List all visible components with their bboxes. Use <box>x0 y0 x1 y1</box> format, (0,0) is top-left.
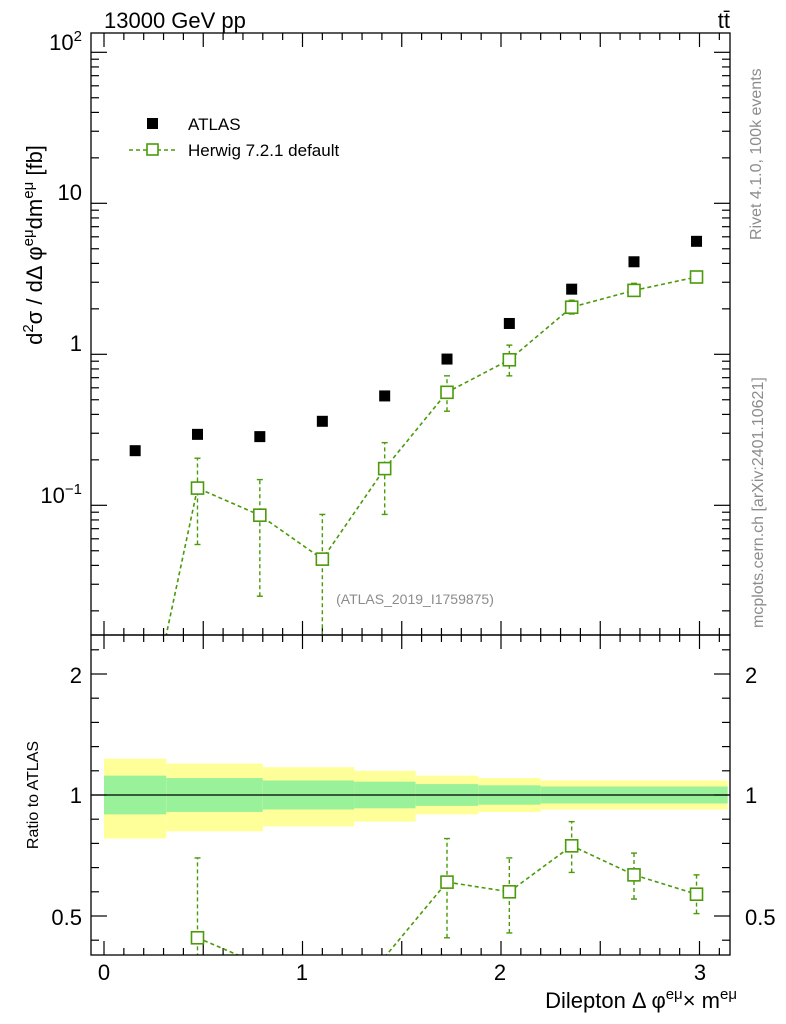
atlas-marker-3 <box>316 415 328 427</box>
energy-label: 13000 GeV pp <box>104 8 246 33</box>
main-mc-marker-3 <box>315 552 330 566</box>
legend-herwig-label: Herwig 7.2.1 default <box>188 141 339 160</box>
legend-atlas-marker <box>147 118 158 129</box>
main-mc-clipped <box>165 270 704 635</box>
atlas-marker-6 <box>503 317 515 329</box>
atlas-marker-1 <box>191 428 203 440</box>
analysis-label: (ATLAS_2019_I1759875) <box>336 591 494 607</box>
ratio-y-axis-label: Ratio to ATLAS <box>25 741 42 849</box>
x-tick-label-2: 2 <box>494 960 506 985</box>
ratio-tick-labels: 0.5 1 2 0.5 1 2 0 1 2 3 <box>51 663 775 985</box>
process-label: tt̄ <box>718 8 730 33</box>
atlas-marker-4 <box>379 390 391 402</box>
main-mc-marker-9 <box>689 270 704 284</box>
atlas-marker-2 <box>254 431 266 443</box>
main-frame <box>90 32 731 636</box>
mcplots-label: mcplots.cern.ch [arXiv:2401.10621] <box>750 377 767 628</box>
main-y-tick-label-3: 102 <box>49 28 82 55</box>
ratio-mc-marker-7 <box>627 868 641 882</box>
main-mc-series <box>165 270 704 635</box>
x-axis-label: Dilepton Δ φeμ× meμ <box>545 986 737 1013</box>
ratio-mc-marker-8 <box>689 887 704 902</box>
ratio-mc-series <box>190 820 704 955</box>
ratio-mc-marker-0 <box>190 930 205 945</box>
main-mc-marker-2 <box>253 508 267 522</box>
x-tick-label-3: 3 <box>694 960 706 985</box>
atlas-marker-8 <box>628 256 640 268</box>
rivet-label: Rivet 4.1.0, 100k events <box>748 68 765 240</box>
ratio-y-tick-1-right: 1 <box>745 783 757 808</box>
ratio-panel: 0.5 1 2 0.5 1 2 0 1 2 3 Ratio to ATLAS D… <box>25 634 776 1013</box>
x-tick-label-1: 1 <box>296 960 308 985</box>
ratio-mc-marker-5 <box>502 884 517 899</box>
atlas-marker-9 <box>691 235 703 247</box>
main-mc-line <box>165 276 697 635</box>
ratio-y-tick-1-left: 1 <box>70 783 82 808</box>
legend-herwig-marker <box>146 143 159 156</box>
main-y-tick-label-2: 10 <box>58 180 82 205</box>
main-mc-marker-4 <box>377 461 392 476</box>
main-tick-labels: 10−1 1 10 102 <box>40 28 82 508</box>
main-y-tick-label-0: 10−1 <box>40 481 82 508</box>
ratio-y-tick-2-right: 2 <box>745 663 757 688</box>
ratio-mc-marker-4 <box>440 875 454 889</box>
main-panel: 10−1 1 10 102 d2σ / dΔ φeμdmeμ [fb] ATLA… <box>20 28 731 636</box>
main-mc-marker-8 <box>627 283 641 298</box>
ratio-axis-ticks <box>91 635 730 955</box>
atlas-marker-0 <box>129 445 141 457</box>
main-y-axis-label: d2σ / dΔ φeμdmeμ [fb] <box>20 145 47 345</box>
ratio-y-tick-2-left: 2 <box>70 663 82 688</box>
atlas-marker-5 <box>441 353 453 365</box>
ratio-y-tick-0.5-left: 0.5 <box>51 905 82 930</box>
main-mc-marker-6 <box>502 352 517 367</box>
legend: ATLAS Herwig 7.2.1 default <box>129 115 339 160</box>
x-tick-label-0: 0 <box>98 960 110 985</box>
main-data-series <box>129 235 703 457</box>
ratio-mc-clipped <box>190 820 704 955</box>
main-axis-ticks <box>91 33 730 635</box>
ratio-frame <box>90 634 731 956</box>
main-mc-marker-1 <box>190 481 205 495</box>
legend-atlas-label: ATLAS <box>188 115 241 134</box>
ratio-mc-marker-6 <box>564 839 579 853</box>
ratio-y-tick-0.5-right: 0.5 <box>745 905 776 930</box>
main-mc-marker-7 <box>564 300 579 315</box>
ratio-uncertainty-bands <box>104 758 728 839</box>
main-mc-marker-5 <box>440 385 454 400</box>
atlas-marker-7 <box>566 283 578 295</box>
main-y-tick-label-1: 1 <box>70 331 82 356</box>
